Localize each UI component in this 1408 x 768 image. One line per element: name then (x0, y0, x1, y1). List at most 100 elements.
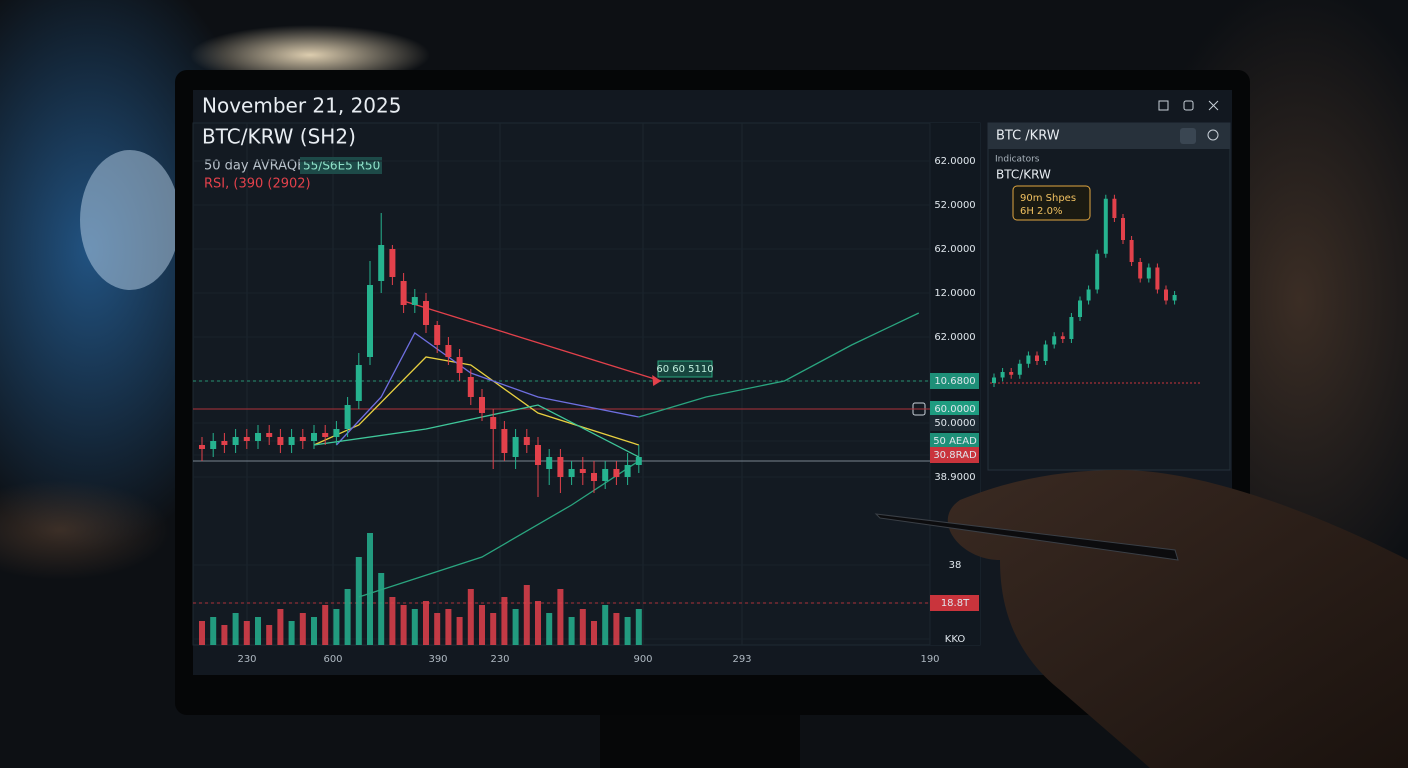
candle-body (299, 437, 306, 441)
candle-body (277, 437, 284, 445)
maximize[interactable] (1183, 100, 1194, 111)
mini-candle (1069, 317, 1074, 339)
mini-candle (1164, 289, 1168, 301)
indicator-badge: 55/S6E5 R50 (303, 159, 380, 173)
candle-body (288, 437, 295, 445)
volume-bar (523, 585, 530, 645)
tick-badge (930, 447, 979, 463)
chart-layer: 230 600 390 230 900 293 190 62.0000 52.0000 62.00… (193, 156, 1200, 665)
tick-badge (930, 415, 979, 431)
x-tick-label: 900 (633, 654, 652, 665)
note-line: 90m Shpes (1020, 193, 1076, 204)
hand (947, 470, 1408, 768)
monitor-stand (600, 715, 800, 768)
volume-bar (311, 617, 317, 645)
light-blob (80, 150, 180, 290)
candle-body (255, 433, 261, 441)
tick-badge (930, 595, 979, 611)
candle-body (535, 445, 541, 465)
tick-badge (930, 433, 979, 449)
candle-body (199, 445, 205, 449)
mini-candle (1000, 372, 1005, 378)
candle-body (389, 249, 396, 277)
candle-body (434, 325, 441, 345)
x-tick-label: 390 (428, 654, 447, 665)
volume-bar (501, 597, 508, 645)
volume-bar (411, 609, 418, 645)
volume-bar (557, 589, 564, 645)
volume-bar (199, 621, 205, 645)
mini-candle (1078, 300, 1082, 317)
volume-bar (512, 609, 519, 645)
volume-bar (367, 533, 373, 645)
volume-bar (355, 557, 362, 645)
mini-candle (1052, 336, 1057, 345)
minimize[interactable] (1158, 100, 1169, 111)
camera-button[interactable] (1180, 128, 1196, 144)
candle-body (344, 405, 351, 429)
volume-bar (266, 625, 273, 645)
y-tick-label: 38.9000 (934, 472, 975, 483)
volume-bar (602, 605, 609, 645)
mini-candle (1026, 355, 1031, 364)
indicator-line (403, 300, 662, 382)
candle-body (322, 433, 329, 437)
y-tick-label: 50 AEAD (933, 436, 977, 447)
stylus (874, 513, 1179, 561)
x-tick-label: 190 (920, 654, 939, 665)
close[interactable] (1208, 100, 1219, 111)
date: November 21, 2025 (202, 94, 401, 118)
candle-body (635, 457, 642, 465)
y-tick-label: 10.6800 (934, 376, 975, 387)
mini-candle (1155, 267, 1160, 290)
note-line: 6H 2.0% (1020, 206, 1062, 217)
volume-bar (490, 613, 497, 645)
volume-bar (221, 625, 228, 645)
pair-title: BTC/KRW (SH2) (202, 125, 356, 149)
mini-candle (992, 377, 996, 383)
tick-badge (930, 401, 979, 417)
volume-bar (568, 617, 575, 645)
side-panel (987, 122, 1231, 471)
candle-body (523, 437, 530, 445)
y-tick-label: 62.0000 (934, 332, 975, 343)
volume-bar (445, 609, 452, 645)
candle-body (378, 245, 385, 281)
candle-body (456, 357, 463, 373)
x-tick-label: 293 (732, 654, 751, 665)
candle-body (400, 281, 407, 305)
candle-body (445, 345, 452, 357)
volume-bar (467, 589, 474, 645)
volume-bar (288, 621, 295, 645)
y-tick-label: KKO (945, 634, 966, 645)
y-tick-label: 62.0000 (934, 156, 975, 167)
side-header: BTC /KRW (996, 129, 1060, 144)
candle-body (490, 417, 497, 429)
y-tick-label: 30.8RAD (933, 450, 977, 461)
mini-candle (1043, 344, 1048, 361)
candle-body (467, 377, 474, 397)
table-glow (0, 480, 170, 580)
volume-bar (210, 617, 217, 645)
volume-bar (389, 597, 396, 645)
mini-candle (1060, 336, 1065, 339)
volume-bar (299, 613, 306, 645)
window-controls[interactable] (1158, 100, 1219, 111)
price-badge: 60 60 5110 (656, 364, 713, 375)
y-tick-label: 12.0000 (934, 288, 975, 299)
volume-bar (344, 589, 351, 645)
candle-body (546, 457, 553, 469)
mini-candle (1146, 267, 1151, 279)
search-button[interactable] (1207, 129, 1219, 141)
volume-bar (579, 609, 586, 645)
candle-body (232, 437, 239, 445)
badge-bg (657, 360, 713, 378)
candle-body (613, 469, 620, 477)
volume-bar (535, 601, 541, 645)
candle-body (557, 457, 564, 477)
candle-body (479, 397, 485, 413)
x-tick-label: 230 (490, 654, 509, 665)
volume-bar (243, 621, 250, 645)
volume-bar (434, 613, 441, 645)
